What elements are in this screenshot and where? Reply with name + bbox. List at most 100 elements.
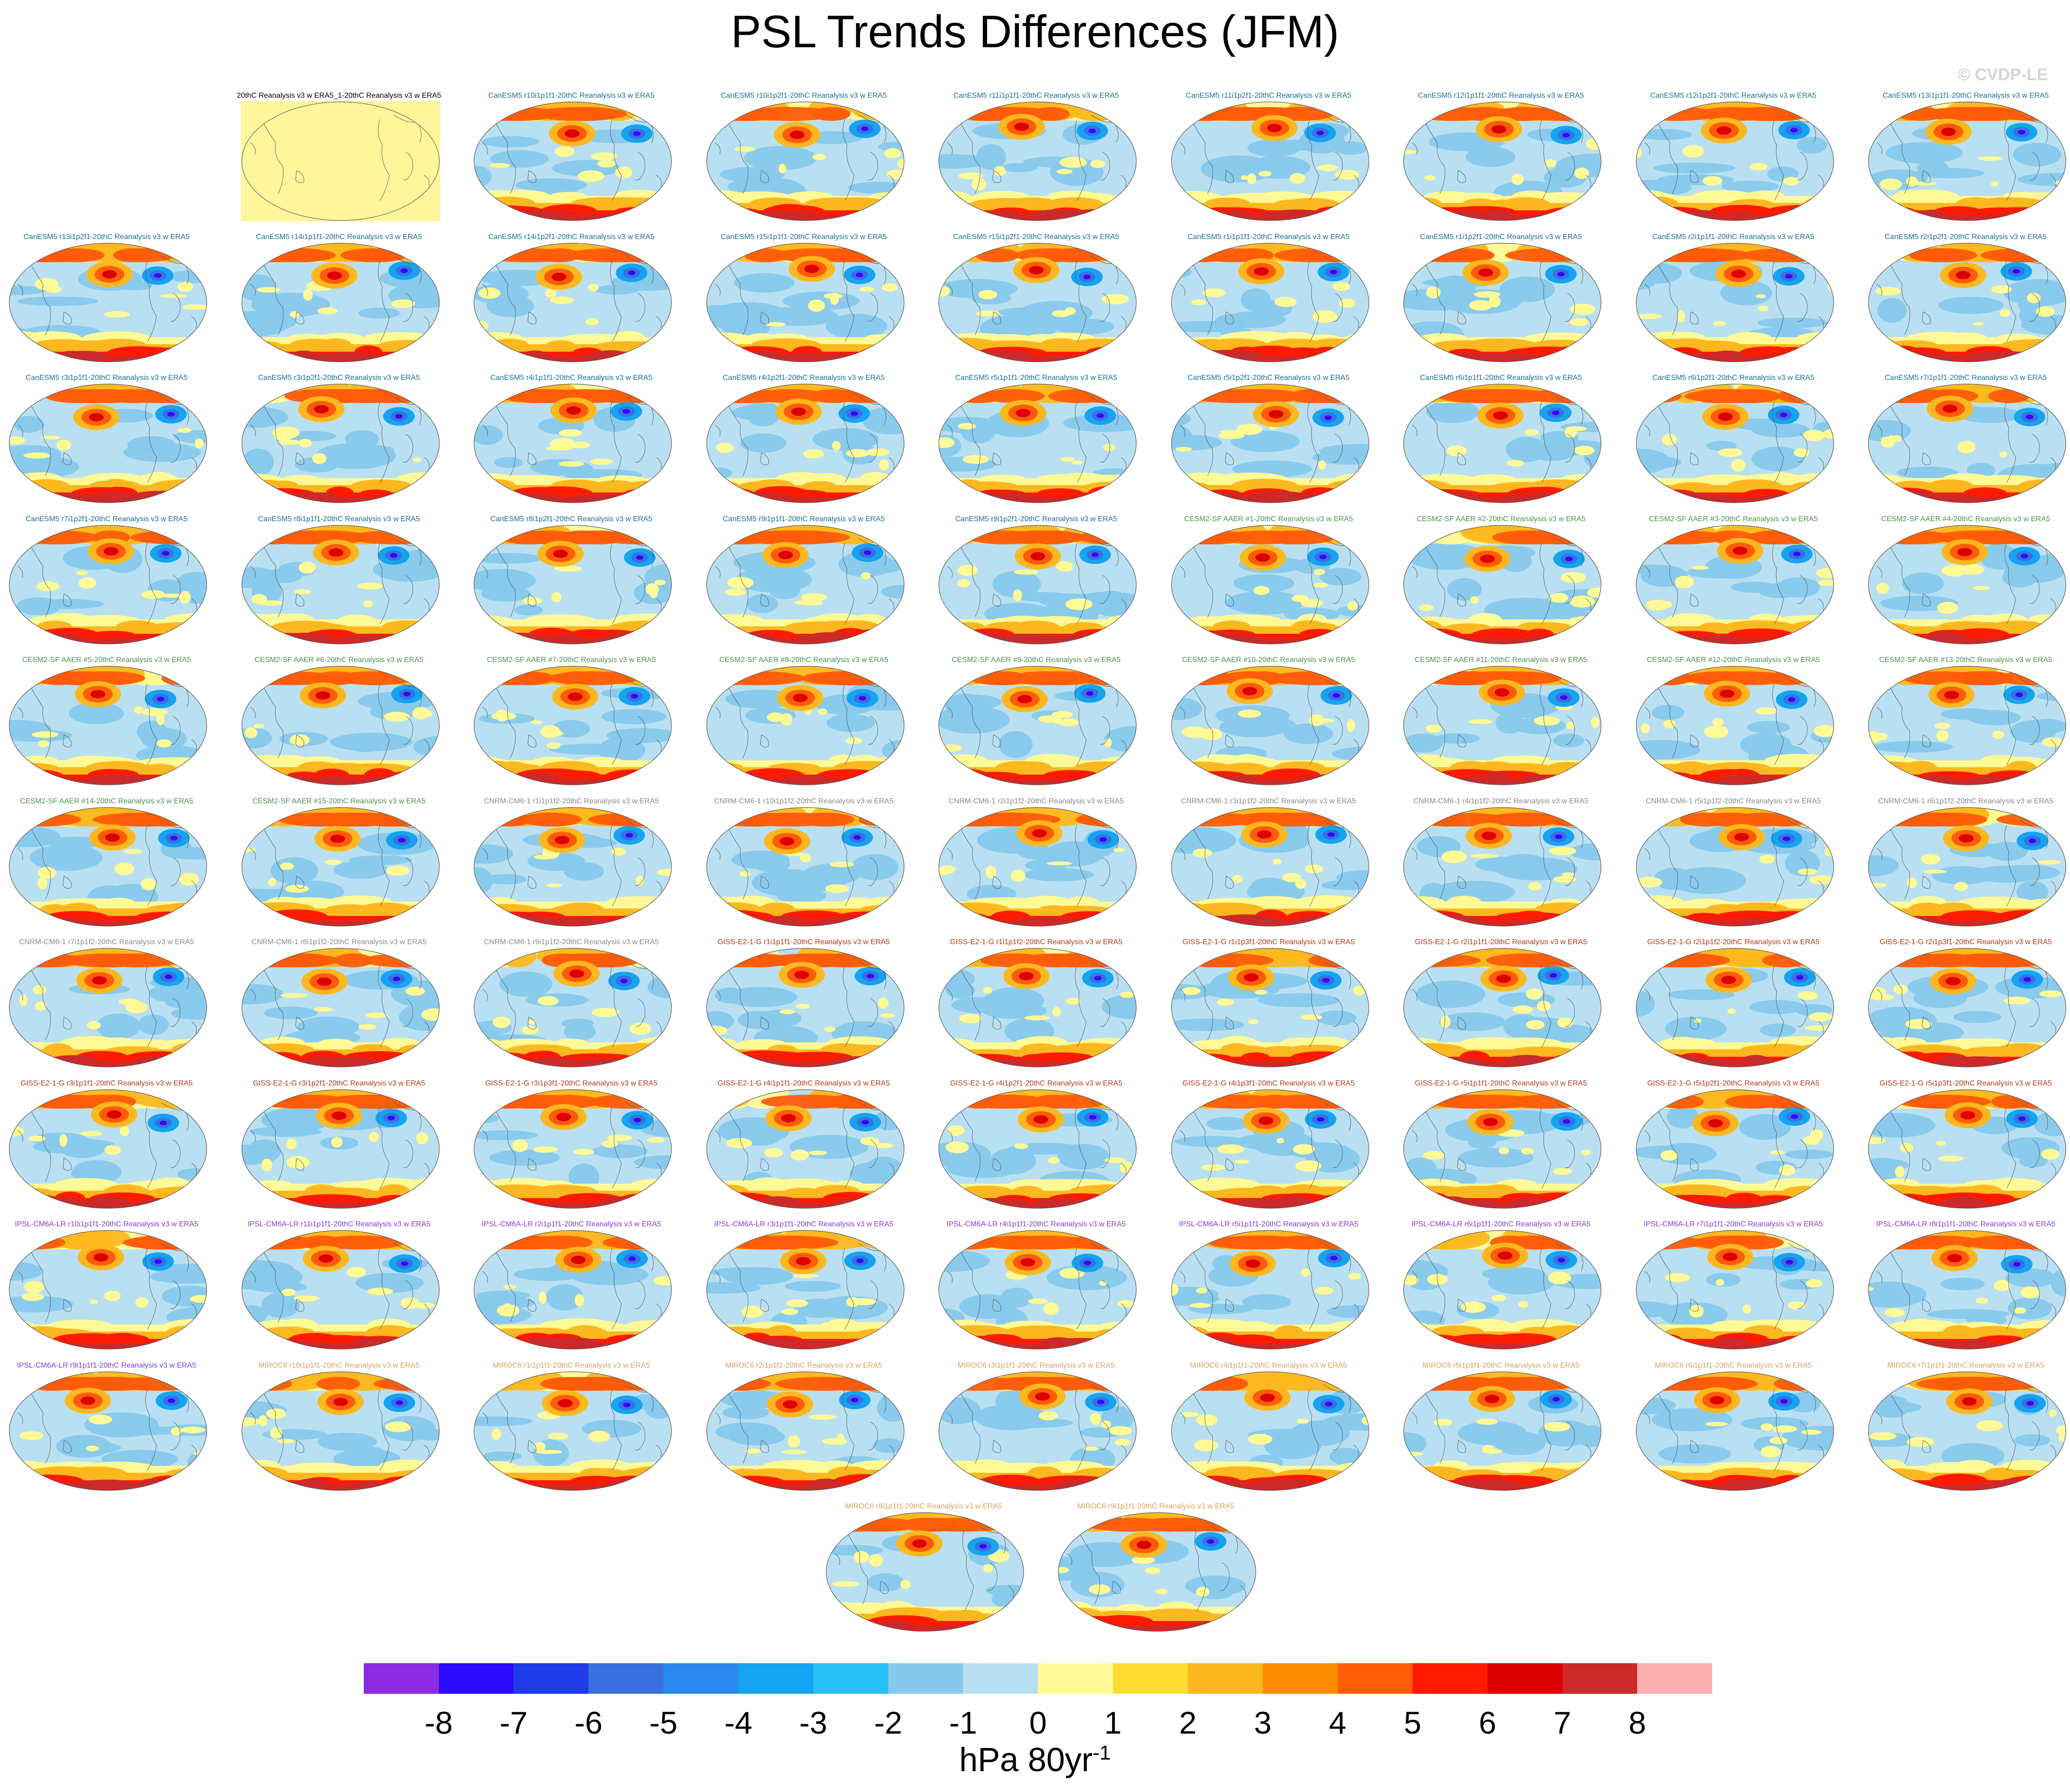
positive-anomaly bbox=[861, 572, 871, 580]
north-pacific-high bbox=[554, 835, 570, 844]
positive-anomaly bbox=[957, 579, 970, 587]
map-panel: CanESM5 r13i1p1f1-20thC Reanalysis v3 w … bbox=[1864, 92, 2068, 226]
negative-anomaly bbox=[1171, 1018, 1244, 1031]
positive-anomaly bbox=[2000, 309, 2011, 317]
negative-anomaly bbox=[270, 857, 318, 884]
antarctic-positive-lobe bbox=[939, 197, 959, 210]
antarctic-positive-lobe bbox=[869, 487, 904, 499]
positive-anomaly bbox=[1921, 853, 1940, 864]
north-pacific-high bbox=[92, 976, 107, 985]
north-pacific-high bbox=[1243, 973, 1259, 982]
coastline bbox=[261, 119, 284, 194]
coastline bbox=[145, 683, 157, 765]
coastlines bbox=[947, 961, 1127, 1047]
panel-grid: 20thC Reanalysis v3 w ERA5_1-20thC Reana… bbox=[9, 92, 2068, 1632]
antarctic-positive-lobe bbox=[418, 629, 439, 640]
north-atlantic-low bbox=[1083, 274, 1091, 279]
antarctic-positive-lobe bbox=[1868, 1199, 1907, 1207]
globe-map bbox=[706, 948, 905, 1067]
positive-anomaly bbox=[1818, 579, 1834, 586]
coastline bbox=[250, 1271, 256, 1283]
positive-anomaly bbox=[2037, 860, 2061, 864]
coastlines bbox=[1412, 397, 1591, 483]
coastline bbox=[1179, 424, 1185, 437]
globe-map bbox=[1171, 101, 1369, 221]
positive-anomaly bbox=[1528, 882, 1542, 890]
coastline bbox=[610, 965, 622, 1047]
antarctic-positive-lobe bbox=[1908, 902, 1946, 916]
globe-outline bbox=[938, 524, 1137, 644]
globe-outline bbox=[1635, 101, 1834, 221]
coastline bbox=[1423, 825, 1445, 899]
globe-map bbox=[1403, 101, 1602, 221]
map-panel: CanESM5 r1i1p2f1-20thC Reanalysis v3 w E… bbox=[1399, 233, 1603, 367]
antarctic-positive-lobe bbox=[940, 1057, 972, 1067]
antarctic-positive-lobe bbox=[633, 347, 671, 358]
antarctic-positive-lobe bbox=[562, 334, 628, 342]
positive-anomaly bbox=[866, 448, 889, 456]
antarctic-positive-lobe bbox=[249, 915, 291, 926]
positive-anomaly bbox=[795, 1003, 810, 1009]
map-panel: CNRM-CM6-1 r1i1p1f2-20thC Reanalysis v3 … bbox=[469, 797, 673, 932]
map-panel: CanESM5 r11i1p2f1-20thC Reanalysis v3 w … bbox=[1167, 92, 1371, 226]
globe-outline bbox=[1171, 242, 1369, 362]
antarctic-positive-lobe bbox=[1880, 635, 1934, 644]
coastline bbox=[2050, 316, 2056, 328]
antarctic-positive-lobe bbox=[479, 1052, 530, 1063]
positive-anomaly bbox=[1797, 991, 1818, 1000]
coastline bbox=[1888, 825, 1910, 899]
north-pacific-high bbox=[551, 272, 567, 281]
globe-outline bbox=[241, 101, 440, 221]
antarctic-positive-lobe bbox=[546, 340, 575, 350]
positive-anomaly bbox=[80, 1131, 103, 1136]
positive-anomaly bbox=[367, 1287, 393, 1295]
coastline bbox=[1690, 734, 1698, 748]
negative-anomaly bbox=[1171, 434, 1222, 451]
negative-anomaly bbox=[485, 874, 527, 884]
positive-anomaly bbox=[734, 146, 755, 152]
arctic-positive-anomaly bbox=[1505, 248, 1592, 262]
coastline bbox=[1922, 452, 1931, 466]
positive-anomaly bbox=[1807, 1136, 1819, 1145]
map-panel: CanESM5 r4i1p2f1-20thC Reanalysis v3 w E… bbox=[702, 374, 906, 508]
north-atlantic-low bbox=[1089, 1115, 1096, 1120]
antarctic-positive-lobe bbox=[1891, 917, 1943, 925]
arctic-positive-anomaly bbox=[751, 389, 829, 403]
panel-title: CESM2-SF AAER #5-20thC Reanalysis v3 w E… bbox=[22, 656, 191, 664]
north-atlantic-low bbox=[1563, 1119, 1570, 1124]
positive-anomaly bbox=[1065, 598, 1093, 610]
positive-anomaly bbox=[324, 859, 341, 865]
coastline bbox=[17, 989, 23, 1001]
north-atlantic-low bbox=[167, 412, 175, 417]
negative-anomaly bbox=[141, 727, 187, 751]
antarctic-positive-lobe bbox=[292, 623, 348, 631]
positive-anomaly bbox=[1803, 429, 1825, 442]
north-atlantic-low bbox=[1094, 976, 1102, 981]
globe-map bbox=[474, 101, 672, 221]
coastline bbox=[17, 284, 23, 296]
positive-anomaly bbox=[1048, 1157, 1060, 1164]
coastline bbox=[1225, 734, 1234, 748]
antarctic-positive-lobe bbox=[1413, 1192, 1449, 1206]
negative-anomaly bbox=[2037, 283, 2066, 300]
antarctic-positive-lobe bbox=[17, 915, 61, 926]
coastline bbox=[145, 965, 157, 1047]
antarctic-positive-band bbox=[241, 497, 439, 502]
antarctic-positive-lobe bbox=[1958, 896, 2032, 909]
antarctic-positive-lobe bbox=[1940, 910, 2005, 923]
coastline bbox=[1644, 989, 1650, 1001]
antarctic-positive-lobe bbox=[706, 909, 767, 924]
antarctic-positive-lobe bbox=[1868, 771, 1907, 780]
north-atlantic-low bbox=[1329, 269, 1337, 274]
positive-anomaly bbox=[365, 1012, 388, 1018]
panel-title: CESM2-SF AAER #6-20thC Reanalysis v3 w E… bbox=[254, 656, 424, 664]
map-panel: GISS-E2-1-G r3i1p3f1-20thC Reanalysis v3… bbox=[469, 1079, 673, 1214]
panel-title: CanESM5 r9i1p1f1-20thC Reanalysis v3 w E… bbox=[722, 515, 885, 523]
negative-anomaly bbox=[2017, 173, 2066, 186]
positive-anomaly bbox=[1992, 731, 2005, 739]
antarctic-positive-band bbox=[241, 1202, 439, 1207]
arctic-positive-anomaly bbox=[744, 248, 786, 262]
negative-anomaly bbox=[1757, 317, 1828, 328]
globe-outline bbox=[1868, 807, 2066, 927]
globe-outline bbox=[1403, 948, 1602, 1067]
